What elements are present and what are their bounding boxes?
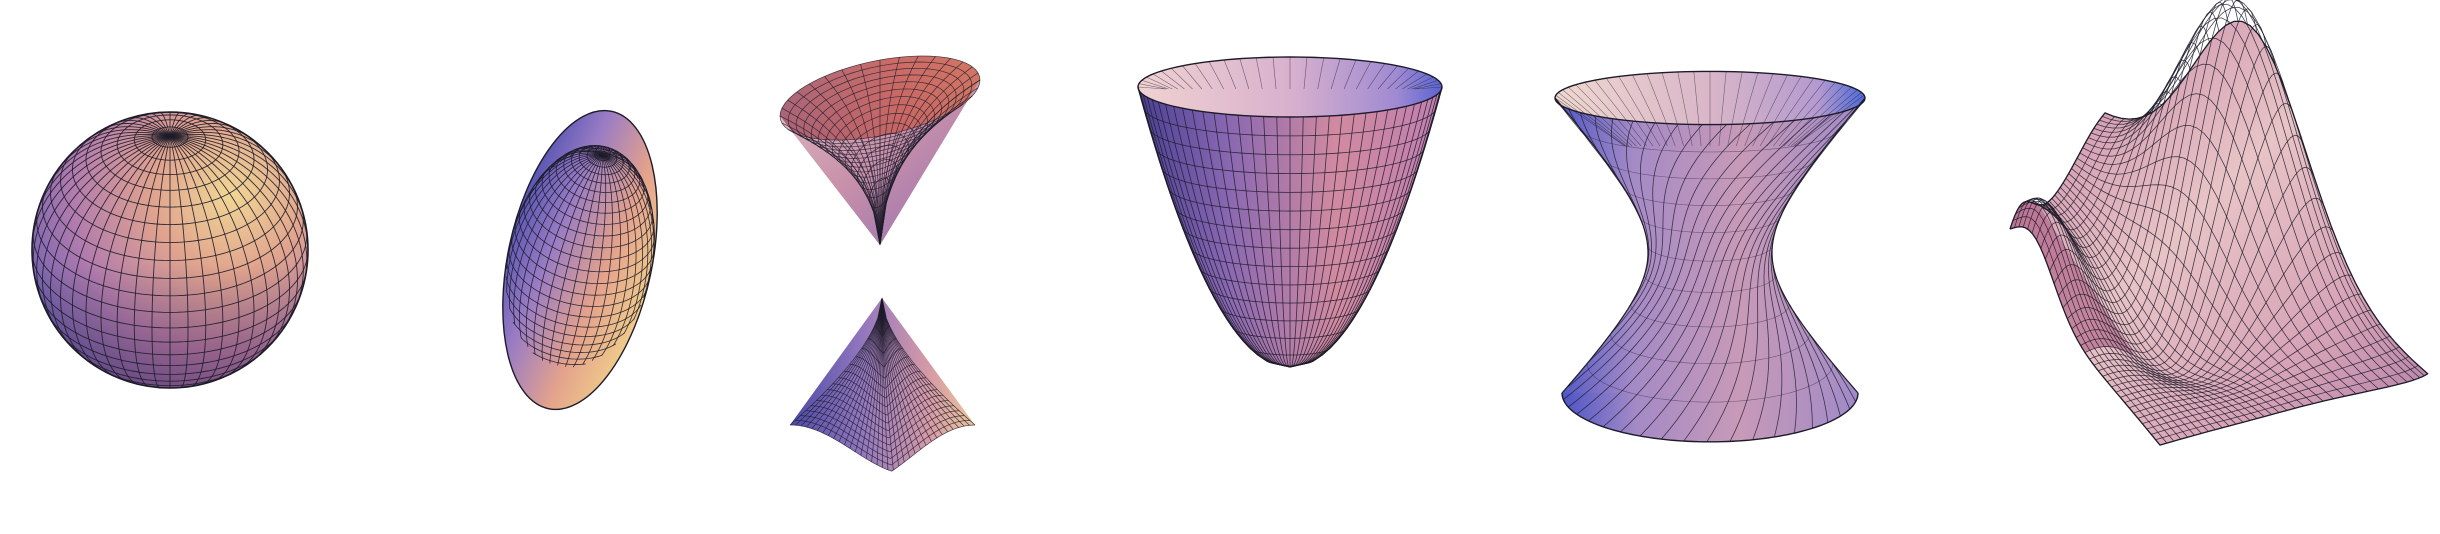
saddle-grid: [2009, 0, 2429, 446]
ellipsoid-surface: [502, 109, 658, 411]
hyperboloid-of-one-sheet-surface: [1554, 70, 1866, 443]
lower-sheet: [789, 297, 976, 472]
upper-sheet: [779, 55, 981, 246]
ellipsoid-grid: [505, 145, 655, 368]
hyperboloid-grid: [1554, 70, 1866, 443]
hyperboloid-of-two-sheets-surface: [779, 55, 981, 472]
elliptic-paraboloid-surface: [1137, 56, 1443, 368]
hyperbolic-paraboloid-surface: [2009, 0, 2429, 446]
sphere-surface: [31, 111, 309, 389]
paraboloid-grid: [1137, 56, 1443, 368]
